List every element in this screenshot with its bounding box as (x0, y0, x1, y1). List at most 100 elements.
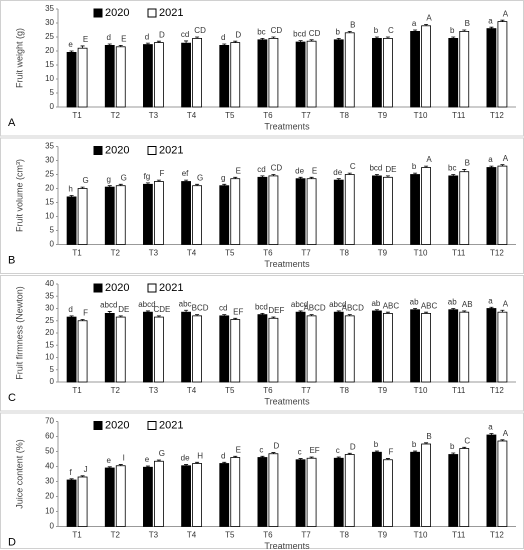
significance-letter: fg (144, 172, 151, 181)
error-bar (489, 26, 494, 29)
significance-letter: d (145, 32, 149, 41)
y-tick-label: 15 (45, 60, 54, 69)
error-bar (222, 314, 227, 316)
bar (181, 181, 191, 245)
significance-letter: b (450, 442, 455, 451)
significance-letter: E (236, 445, 241, 454)
bar (77, 188, 88, 245)
bar (295, 41, 306, 108)
significance-letter: F (159, 169, 164, 178)
error-bar (424, 311, 429, 314)
error-bar (156, 40, 161, 43)
x-tick-label: T3 (149, 111, 159, 120)
error-bar (222, 461, 227, 464)
bar (268, 38, 279, 108)
bar (383, 459, 393, 527)
significance-letter: b (412, 162, 417, 171)
error-bar (374, 174, 379, 176)
y-tick-label: 50 (45, 447, 54, 456)
y-tick-label: 5 (50, 88, 55, 97)
significance-letter: b (412, 440, 417, 449)
bar (268, 175, 279, 245)
x-tick-label: T2 (111, 531, 121, 540)
error-bar (156, 315, 161, 318)
bar (115, 46, 126, 108)
bar (497, 21, 508, 108)
significance-letter: G (159, 449, 165, 458)
legend-swatch (93, 146, 103, 155)
significance-letter: g (107, 175, 111, 184)
significance-letter: bcd (369, 164, 382, 173)
significance-letter: a (488, 155, 493, 164)
error-bar (347, 314, 352, 316)
significance-letter: E (312, 166, 317, 175)
x-tick-label: T12 (490, 249, 504, 258)
bar (192, 315, 202, 383)
significance-letter: a (488, 423, 493, 432)
error-bar (347, 31, 352, 33)
significance-letter: A (426, 155, 432, 164)
y-tick-label: 5 (50, 226, 55, 235)
x-tick-label: T8 (340, 386, 350, 395)
bar (257, 176, 268, 245)
bar (219, 463, 230, 527)
y-tick-label: 0 (50, 377, 55, 386)
error-bar (462, 310, 467, 313)
error-bar (347, 172, 352, 175)
x-tick-label: T5 (225, 386, 235, 395)
y-tick-label: 30 (45, 477, 54, 486)
bar (143, 183, 153, 245)
error-bar (336, 456, 341, 459)
bar (192, 185, 202, 245)
x-tick-label: T10 (414, 386, 428, 395)
x-axis-label: Treatments (264, 259, 310, 269)
error-bar (184, 464, 189, 466)
bar (459, 30, 470, 108)
significance-letter: C (350, 162, 356, 171)
y-tick-label: 70 (45, 417, 54, 426)
error-bar (107, 466, 112, 468)
error-bar (424, 442, 429, 444)
error-bar (424, 165, 429, 168)
legend-swatch (147, 421, 157, 430)
x-tick-label: T7 (301, 386, 311, 395)
error-bar (156, 179, 161, 182)
bar (383, 176, 393, 245)
error-bar (184, 179, 189, 182)
x-tick-label: T5 (225, 531, 235, 540)
error-bar (385, 36, 390, 39)
significance-letter: CD (271, 164, 283, 173)
y-tick-label: 0 (50, 522, 55, 531)
bar (77, 47, 88, 108)
significance-letter: h (68, 185, 72, 194)
error-bar (107, 43, 112, 46)
significance-letter: CD (194, 26, 206, 35)
error-bar (385, 458, 390, 460)
y-tick-label: 0 (50, 240, 55, 249)
bar (344, 32, 355, 108)
error-bar (374, 36, 379, 39)
significance-letter: EF (309, 446, 319, 455)
bar (115, 185, 126, 245)
significance-letter: DEF (268, 306, 284, 315)
bar (154, 460, 164, 527)
bar (486, 434, 497, 527)
error-bar (451, 308, 456, 310)
y-axis-label: Fruit weight (g) (14, 28, 24, 88)
significance-letter: CD (271, 26, 283, 35)
significance-letter: CDE (153, 305, 170, 314)
x-tick-label: T4 (187, 531, 197, 540)
error-bar (233, 455, 238, 458)
bar (104, 467, 115, 527)
x-tick-label: T2 (111, 111, 121, 120)
significance-letter: ab (410, 298, 419, 307)
bar (459, 171, 470, 245)
error-bar (451, 452, 456, 455)
bar (421, 25, 431, 108)
bar (333, 39, 344, 108)
significance-letter: abc (179, 299, 192, 308)
error-bar (413, 172, 418, 175)
y-tick-label: 5 (50, 365, 55, 374)
y-tick-label: 30 (45, 304, 54, 313)
